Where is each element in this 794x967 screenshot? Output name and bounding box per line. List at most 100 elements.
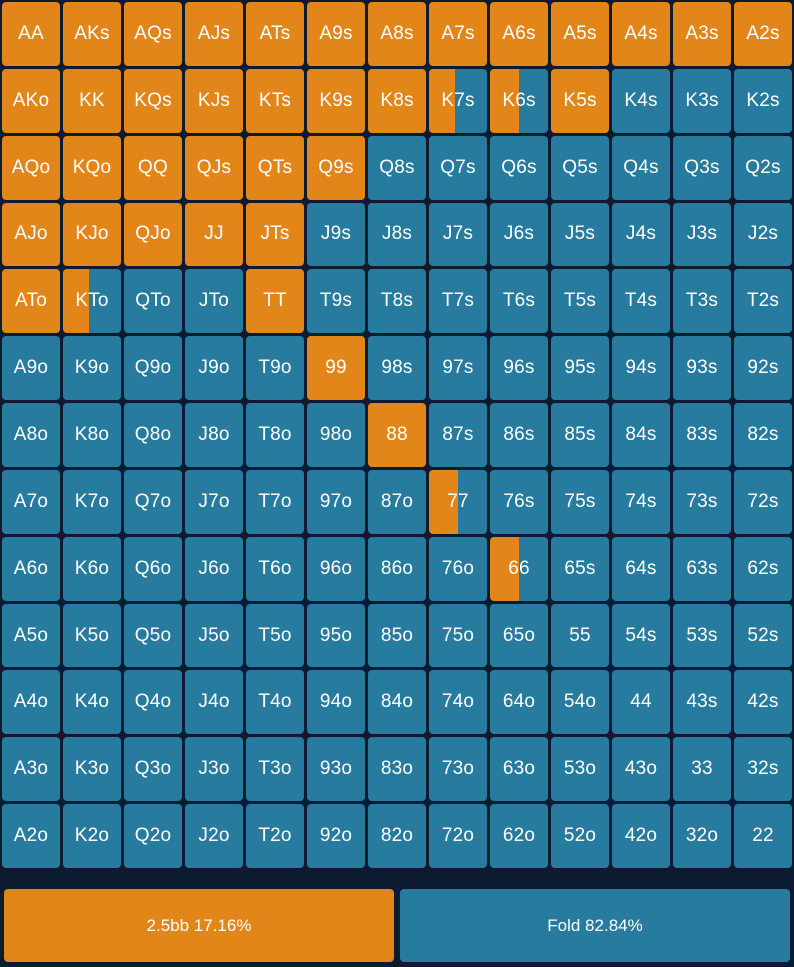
hand-cell[interactable]: Q7o xyxy=(124,469,182,534)
hand-cell[interactable]: Q3o xyxy=(124,737,182,802)
hand-cell[interactable]: K9o xyxy=(63,336,121,401)
hand-cell[interactable]: A8s xyxy=(368,2,426,66)
hand-cell[interactable]: A2o xyxy=(2,804,60,868)
hand-cell[interactable]: 52s xyxy=(734,603,792,668)
hand-cell[interactable]: 32s xyxy=(734,737,792,802)
hand-cell[interactable]: J9s xyxy=(307,202,365,267)
hand-cell[interactable]: 53s xyxy=(673,603,731,668)
hand-cell[interactable]: J2s xyxy=(734,202,792,267)
hand-cell[interactable]: 82s xyxy=(734,403,792,467)
hand-cell[interactable]: KTs xyxy=(246,68,304,133)
hand-cell[interactable]: AJo xyxy=(2,202,60,267)
hand-cell[interactable]: ATs xyxy=(246,2,304,66)
hand-cell[interactable]: 97s xyxy=(429,336,487,401)
hand-cell[interactable]: Q8s xyxy=(368,135,426,200)
hand-cell[interactable]: 65o xyxy=(490,603,548,668)
hand-cell[interactable]: KK xyxy=(63,68,121,133)
hand-cell[interactable]: QTs xyxy=(246,135,304,200)
hand-cell[interactable]: 99 xyxy=(307,336,365,401)
hand-cell[interactable]: T5s xyxy=(551,269,609,334)
hand-cell[interactable]: 66 xyxy=(490,536,548,601)
hand-cell[interactable]: 86o xyxy=(368,536,426,601)
hand-cell[interactable]: KQs xyxy=(124,68,182,133)
hand-cell[interactable]: Q8o xyxy=(124,403,182,467)
hand-cell[interactable]: T3s xyxy=(673,269,731,334)
hand-cell[interactable]: 84s xyxy=(612,403,670,467)
hand-cell[interactable]: T7s xyxy=(429,269,487,334)
hand-cell[interactable]: T2s xyxy=(734,269,792,334)
hand-cell[interactable]: 73o xyxy=(429,737,487,802)
hand-cell[interactable]: KJo xyxy=(63,202,121,267)
hand-cell[interactable]: 96s xyxy=(490,336,548,401)
hand-cell[interactable]: TT xyxy=(246,269,304,334)
hand-cell[interactable]: 76o xyxy=(429,536,487,601)
hand-cell[interactable]: 62o xyxy=(490,804,548,868)
hand-cell[interactable]: J4o xyxy=(185,670,243,735)
hand-cell[interactable]: 74o xyxy=(429,670,487,735)
hand-cell[interactable]: K7o xyxy=(63,469,121,534)
hand-cell[interactable]: A7s xyxy=(429,2,487,66)
hand-cell[interactable]: 64s xyxy=(612,536,670,601)
hand-cell[interactable]: 63s xyxy=(673,536,731,601)
hand-cell[interactable]: 95o xyxy=(307,603,365,668)
hand-cell[interactable]: J9o xyxy=(185,336,243,401)
hand-cell[interactable]: Q6o xyxy=(124,536,182,601)
hand-cell[interactable]: A9o xyxy=(2,336,60,401)
hand-cell[interactable]: Q2o xyxy=(124,804,182,868)
hand-cell[interactable]: 72s xyxy=(734,469,792,534)
hand-cell[interactable]: A6o xyxy=(2,536,60,601)
hand-cell[interactable]: J5o xyxy=(185,603,243,668)
hand-cell[interactable]: 54o xyxy=(551,670,609,735)
hand-cell[interactable]: K3o xyxy=(63,737,121,802)
hand-cell[interactable]: 73s xyxy=(673,469,731,534)
hand-cell[interactable]: AQo xyxy=(2,135,60,200)
hand-cell[interactable]: AJs xyxy=(185,2,243,66)
hand-cell[interactable]: ATo xyxy=(2,269,60,334)
hand-cell[interactable]: T7o xyxy=(246,469,304,534)
fold-legend-button[interactable]: Fold 82.84% xyxy=(400,889,790,962)
hand-cell[interactable]: 95s xyxy=(551,336,609,401)
hand-cell[interactable]: K5o xyxy=(63,603,121,668)
hand-cell[interactable]: Q5o xyxy=(124,603,182,668)
hand-cell[interactable]: 64o xyxy=(490,670,548,735)
hand-cell[interactable]: J4s xyxy=(612,202,670,267)
hand-cell[interactable]: K8o xyxy=(63,403,121,467)
hand-cell[interactable]: J7s xyxy=(429,202,487,267)
hand-cell[interactable]: AA xyxy=(2,2,60,66)
hand-cell[interactable]: K5s xyxy=(551,68,609,133)
hand-cell[interactable]: 42s xyxy=(734,670,792,735)
hand-cell[interactable]: 82o xyxy=(368,804,426,868)
hand-cell[interactable]: QJs xyxy=(185,135,243,200)
hand-cell[interactable]: JJ xyxy=(185,202,243,267)
hand-cell[interactable]: K9s xyxy=(307,68,365,133)
hand-cell[interactable]: 86s xyxy=(490,403,548,467)
hand-cell[interactable]: 83s xyxy=(673,403,731,467)
hand-cell[interactable]: J7o xyxy=(185,469,243,534)
hand-cell[interactable]: 87s xyxy=(429,403,487,467)
hand-cell[interactable]: KQo xyxy=(63,135,121,200)
hand-cell[interactable]: 96o xyxy=(307,536,365,601)
hand-cell[interactable]: 85s xyxy=(551,403,609,467)
hand-cell[interactable]: J2o xyxy=(185,804,243,868)
hand-cell[interactable]: A4s xyxy=(612,2,670,66)
hand-cell[interactable]: A2s xyxy=(734,2,792,66)
hand-cell[interactable]: T8o xyxy=(246,403,304,467)
hand-cell[interactable]: KTo xyxy=(63,269,121,334)
hand-cell[interactable]: J6s xyxy=(490,202,548,267)
hand-cell[interactable]: AKs xyxy=(63,2,121,66)
hand-cell[interactable]: Q4s xyxy=(612,135,670,200)
hand-cell[interactable]: 94o xyxy=(307,670,365,735)
hand-cell[interactable]: K4s xyxy=(612,68,670,133)
hand-cell[interactable]: J6o xyxy=(185,536,243,601)
hand-cell[interactable]: A6s xyxy=(490,2,548,66)
raise-legend-button[interactable]: 2.5bb 17.16% xyxy=(4,889,394,962)
hand-cell[interactable]: JTs xyxy=(246,202,304,267)
hand-cell[interactable]: T9o xyxy=(246,336,304,401)
hand-cell[interactable]: 43o xyxy=(612,737,670,802)
hand-cell[interactable]: T4o xyxy=(246,670,304,735)
hand-cell[interactable]: K2o xyxy=(63,804,121,868)
hand-cell[interactable]: 93o xyxy=(307,737,365,802)
hand-cell[interactable]: 52o xyxy=(551,804,609,868)
hand-cell[interactable]: A3o xyxy=(2,737,60,802)
hand-cell[interactable]: J3s xyxy=(673,202,731,267)
